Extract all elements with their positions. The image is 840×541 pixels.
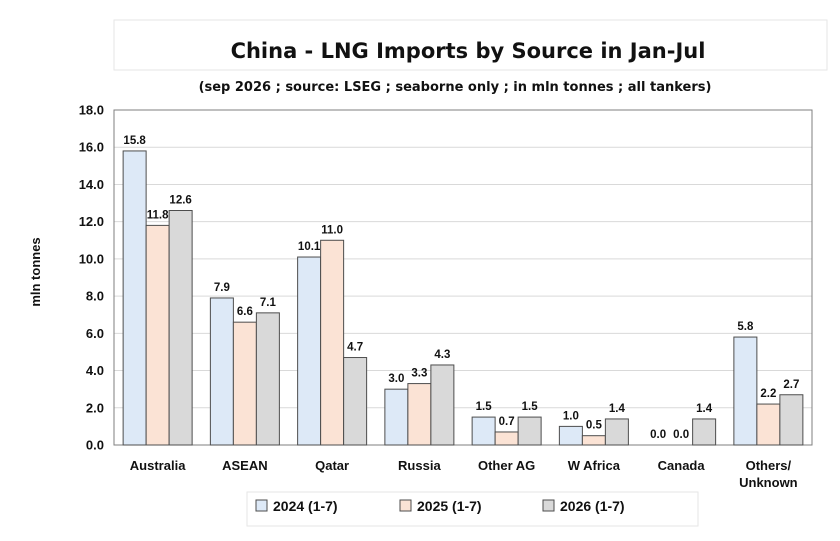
bar: [756, 403, 781, 446]
title-box: [113, 19, 828, 71]
data-label: 6.6: [237, 306, 253, 318]
legend-label: 2024 (1-7): [273, 498, 338, 514]
data-label: 1.5: [522, 401, 539, 413]
bar: [145, 224, 170, 446]
category-label: Others/Unknown: [739, 458, 798, 490]
data-labels: 15.8 7.9 10.1 3.0 1.5 1.0 0.0 5.8 11.8 6.6 11.0 3.3…: [123, 135, 799, 441]
legend-label: 2026 (1-7): [560, 498, 625, 514]
bar: [209, 297, 234, 446]
bar: [471, 416, 496, 446]
bar: [384, 388, 409, 446]
bar: [297, 256, 322, 446]
y-tick-label: 6.0: [86, 326, 104, 341]
bar: [581, 435, 606, 446]
category-label: ASEAN: [222, 458, 268, 473]
data-label: 1.4: [696, 403, 713, 415]
category-label: Other AG: [478, 458, 535, 473]
bars: [122, 150, 804, 446]
data-label: 10.1: [298, 241, 321, 253]
legend-box: [246, 491, 699, 527]
data-label: 5.8: [737, 321, 754, 333]
bar: [168, 210, 193, 446]
bar: [343, 357, 368, 446]
bar: [779, 394, 804, 446]
bar: [122, 150, 147, 446]
category-label-line: Unknown: [739, 475, 798, 490]
y-tick-label: 4.0: [86, 363, 104, 378]
y-tick-label: 0.0: [86, 438, 104, 453]
bar: [320, 239, 345, 446]
data-label: 3.0: [388, 373, 404, 385]
y-tick-label: 2.0: [86, 400, 104, 415]
data-label: 0.0: [650, 429, 666, 441]
data-label: 3.3: [411, 368, 427, 380]
chart-subtitle: (sep 2026 ; source: LSEG ; seaborne only…: [199, 80, 712, 95]
data-label: 0.7: [499, 416, 515, 428]
data-label: 2.2: [760, 388, 776, 400]
data-label: 7.9: [214, 282, 230, 294]
legend: 2024 (1-7) 2025 (1-7) 2026 (1-7): [246, 491, 699, 527]
y-tick-label: 14.0: [79, 177, 104, 192]
category-label: Australia: [130, 458, 186, 473]
bar: [430, 364, 455, 446]
bar: [558, 425, 583, 446]
data-label: 4.3: [434, 349, 450, 361]
y-tick-label: 10.0: [79, 251, 104, 266]
legend-label: 2025 (1-7): [417, 498, 482, 514]
y-tick-label: 8.0: [86, 289, 104, 304]
legend-swatch: [542, 499, 555, 512]
category-label-line: Others/: [746, 458, 792, 473]
bar: [604, 418, 629, 446]
category-label: Canada: [658, 458, 706, 473]
data-label: 0.0: [673, 429, 689, 441]
bar: [517, 416, 542, 446]
data-label: 1.4: [609, 403, 626, 415]
data-label: 11.8: [147, 209, 169, 221]
y-tick-label: 18.0: [79, 103, 104, 118]
plot-area: [113, 109, 813, 446]
data-label: 12.6: [169, 195, 191, 207]
data-label: 1.0: [563, 410, 579, 422]
data-label: 15.8: [123, 135, 146, 147]
data-label: 2.7: [783, 379, 799, 391]
chart-title: China - LNG Imports by Source in Jan-Jul: [231, 39, 706, 63]
bar: [407, 383, 432, 446]
data-label: 4.7: [347, 342, 363, 354]
category-label: W Africa: [568, 458, 621, 473]
data-label: 11.0: [321, 224, 343, 236]
data-label: 1.5: [476, 401, 493, 413]
legend-swatch: [255, 499, 268, 512]
category-label: Russia: [398, 458, 441, 473]
y-axis-label: mln tonnes: [28, 237, 43, 306]
bar: [255, 312, 280, 446]
y-tick-label: 16.0: [79, 140, 104, 155]
bar: [494, 431, 519, 446]
bar: [232, 321, 257, 446]
category-label: Qatar: [315, 458, 349, 473]
bar: [733, 336, 758, 446]
y-axis-ticks: 0.0 2.0 4.0 6.0 8.0 10.0 12.0 14.0 16.0 18.0: [79, 103, 104, 453]
legend-swatch: [399, 499, 412, 512]
data-label: 7.1: [260, 297, 277, 309]
category-labels: Australia ASEAN Qatar Russia Other AG W Afric…: [130, 458, 798, 490]
bar: [692, 418, 717, 446]
data-label: 0.5: [586, 420, 603, 432]
y-tick-label: 12.0: [79, 214, 104, 229]
